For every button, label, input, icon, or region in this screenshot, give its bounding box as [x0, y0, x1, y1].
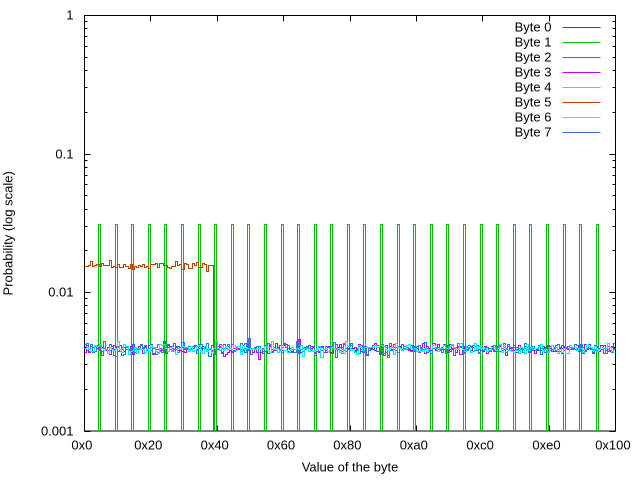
svg-text:0xe0: 0xe0 [532, 438, 560, 453]
svg-text:0xc0: 0xc0 [466, 438, 493, 453]
svg-text:Byte 6: Byte 6 [515, 110, 552, 125]
svg-text:Probability (log scale): Probability (log scale) [0, 171, 15, 295]
svg-text:Byte 7: Byte 7 [515, 125, 552, 140]
svg-text:0x40: 0x40 [201, 438, 229, 453]
svg-text:0.001: 0.001 [41, 424, 74, 439]
svg-text:Byte 3: Byte 3 [515, 65, 552, 80]
svg-text:Value of the byte: Value of the byte [302, 460, 399, 475]
svg-text:0x100: 0x100 [595, 438, 630, 453]
svg-text:1: 1 [66, 8, 73, 23]
svg-text:Byte 2: Byte 2 [515, 50, 552, 65]
svg-text:0.1: 0.1 [55, 147, 73, 162]
svg-text:Byte 0: Byte 0 [515, 20, 552, 35]
svg-text:0xa0: 0xa0 [400, 438, 428, 453]
svg-text:Byte 4: Byte 4 [515, 80, 552, 95]
svg-text:Byte 5: Byte 5 [515, 95, 552, 110]
svg-text:0x80: 0x80 [333, 438, 361, 453]
svg-text:Byte 1: Byte 1 [515, 35, 552, 50]
svg-text:0x20: 0x20 [134, 438, 162, 453]
svg-text:0x60: 0x60 [267, 438, 295, 453]
svg-text:0.01: 0.01 [48, 285, 73, 300]
svg-text:0x0: 0x0 [71, 438, 92, 453]
